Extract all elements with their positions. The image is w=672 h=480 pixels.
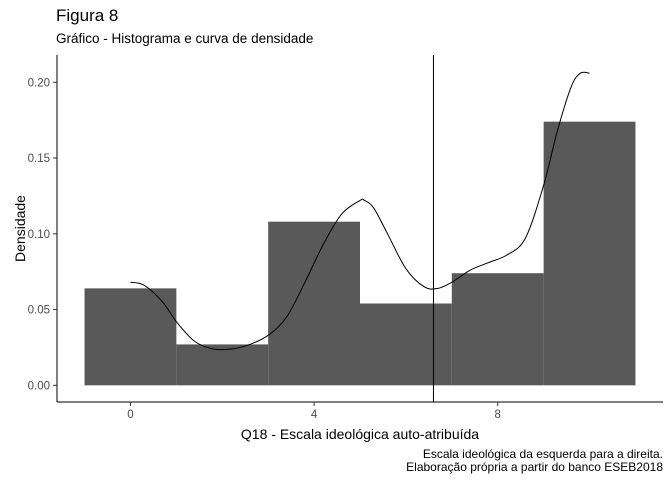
- histogram-bar-3: [268, 221, 360, 386]
- histogram-bar-4: [360, 303, 452, 386]
- x-tick-label: 4: [311, 409, 318, 421]
- histogram-bar-5: [451, 273, 544, 386]
- y-tick-label: 0.15: [28, 153, 50, 165]
- x-axis-title: Q18 - Escala ideológica auto-atribuída: [241, 426, 479, 442]
- chart-title: Figura 8: [56, 6, 119, 25]
- caption-line-2: Elaboração própria a partir do banco ESE…: [406, 460, 663, 474]
- tick-labels: 0.00 0.05 0.10 0.15 0.20 0 4 8: [28, 77, 501, 421]
- histogram-bar-6: [543, 121, 636, 386]
- y-tick-label: 0.00: [28, 380, 50, 392]
- y-axis-title: Densidade: [12, 195, 28, 262]
- histogram-bars: [84, 121, 636, 386]
- axes: [56, 55, 663, 403]
- caption-line-1: Escala ideológica da esquerda para a dir…: [422, 447, 663, 461]
- y-tick-label: 0.05: [28, 305, 50, 317]
- density-curve: [130, 71, 590, 351]
- x-tick-label: 8: [495, 409, 501, 421]
- y-tick-label: 0.20: [28, 77, 50, 89]
- tick-marks: [53, 81, 499, 406]
- histogram-bar-1: [84, 288, 177, 386]
- chart-subtitle: Gráfico - Histograma e curva de densidad…: [56, 31, 314, 46]
- x-tick-label: 0: [127, 409, 133, 421]
- y-tick-label: 0.10: [28, 229, 50, 241]
- histogram-bar-2: [176, 344, 269, 386]
